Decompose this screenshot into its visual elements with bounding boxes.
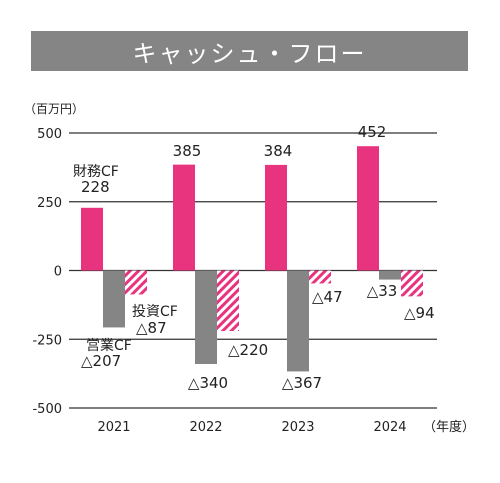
bar-営業CF-2023 bbox=[287, 270, 309, 372]
bar-財務CF-2022 bbox=[173, 164, 195, 271]
bar-営業CF-2024 bbox=[379, 270, 401, 280]
data-label-financing: 385 bbox=[173, 142, 202, 160]
x-tick-label: 2022 bbox=[189, 420, 222, 435]
bar-投資CF-2024 bbox=[401, 270, 423, 297]
y-unit-label: （百万円） bbox=[24, 102, 84, 116]
chart-title: キャッシュ・フロー bbox=[31, 31, 468, 71]
y-tick-label: 0 bbox=[54, 265, 62, 280]
y-tick-label: 500 bbox=[37, 127, 62, 142]
bar-営業CF-2022 bbox=[195, 270, 217, 364]
data-label-operating: △340 bbox=[188, 374, 228, 392]
y-tick-label: -250 bbox=[32, 333, 62, 348]
data-label-financing: 452 bbox=[358, 123, 387, 141]
data-label-operating: △207 bbox=[81, 352, 121, 370]
bar-財務CF-2021 bbox=[81, 207, 103, 271]
series-name-investing: 投資CF bbox=[132, 304, 178, 320]
bar-財務CF-2023 bbox=[265, 164, 287, 271]
data-label-investing: △47 bbox=[312, 288, 343, 306]
bar-投資CF-2023 bbox=[309, 270, 331, 284]
data-label-operating: △367 bbox=[282, 374, 322, 392]
data-label-operating: △33 bbox=[367, 282, 398, 300]
data-label-investing: △94 bbox=[404, 304, 435, 322]
x-unit-label: （年度） bbox=[423, 419, 475, 435]
data-label-financing: 228 bbox=[81, 178, 110, 196]
x-tick-label: 2021 bbox=[97, 420, 130, 435]
bar-投資CF-2021 bbox=[125, 270, 147, 295]
x-tick-label: 2023 bbox=[281, 420, 314, 435]
series-name-financing: 財務CF bbox=[73, 164, 119, 180]
y-tick-label: -500 bbox=[32, 402, 62, 417]
x-tick-label: 2024 bbox=[373, 420, 406, 435]
series-name-operating: 営業CF bbox=[86, 338, 132, 354]
data-label-financing: 384 bbox=[264, 142, 293, 160]
bar-営業CF-2021 bbox=[103, 270, 125, 328]
y-tick-label: 250 bbox=[37, 196, 62, 211]
bar-財務CF-2024 bbox=[357, 146, 379, 271]
data-label-investing: △87 bbox=[136, 319, 167, 337]
bar-投資CF-2022 bbox=[217, 270, 239, 331]
data-label-investing: △220 bbox=[228, 341, 268, 359]
